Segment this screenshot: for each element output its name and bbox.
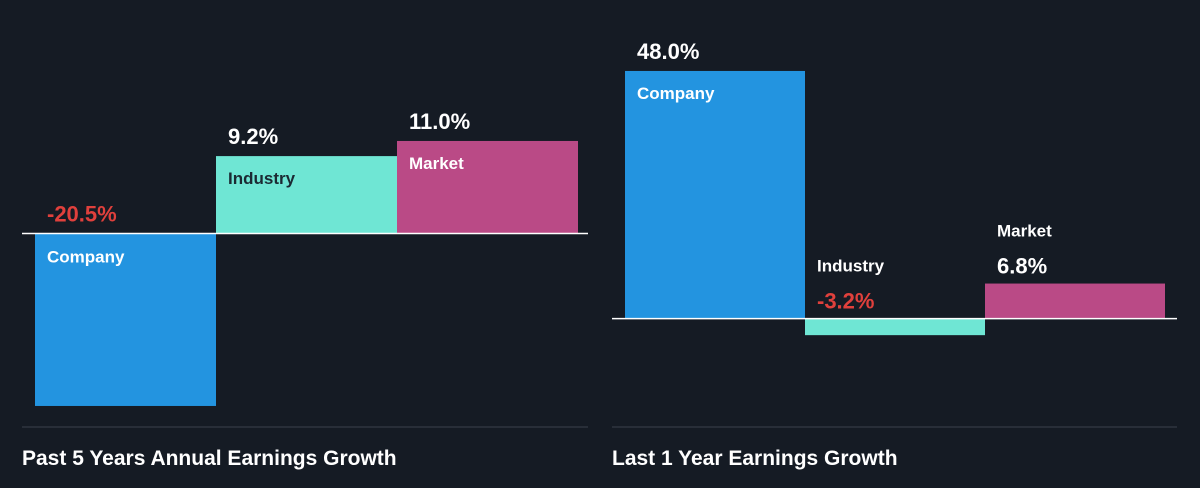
- chart-title: Past 5 Years Annual Earnings Growth: [22, 447, 397, 470]
- category-label-company: Company: [47, 248, 125, 267]
- value-label-company: 48.0%: [637, 39, 699, 64]
- bar-company: [35, 233, 216, 406]
- category-label-market: Market: [409, 154, 464, 173]
- value-label-industry: -3.2%: [817, 289, 874, 314]
- category-label-industry: Industry: [817, 257, 885, 276]
- bar-industry: [805, 318, 985, 336]
- bar-market: [397, 140, 578, 234]
- value-label-market: 6.8%: [997, 254, 1047, 279]
- value-label-market: 11.0%: [409, 109, 470, 134]
- bar-market: [985, 283, 1165, 319]
- bar-industry: [216, 156, 397, 234]
- category-label-market: Market: [997, 222, 1052, 241]
- value-label-industry: 9.2%: [228, 124, 278, 149]
- bar-company: [625, 70, 805, 319]
- chart-panel-2: 48.0% Company -3.2% Industry 6.8% Market Last …: [612, 39, 1177, 470]
- chart-title: Last 1 Year Earnings Growth: [612, 447, 898, 470]
- category-label-industry: Industry: [228, 169, 296, 188]
- category-label-company: Company: [637, 84, 715, 103]
- value-label-company: -20.5%: [47, 202, 117, 227]
- chart-panel-1: -20.5% Company 9.2% Industry 11.0% Market Past…: [22, 109, 588, 470]
